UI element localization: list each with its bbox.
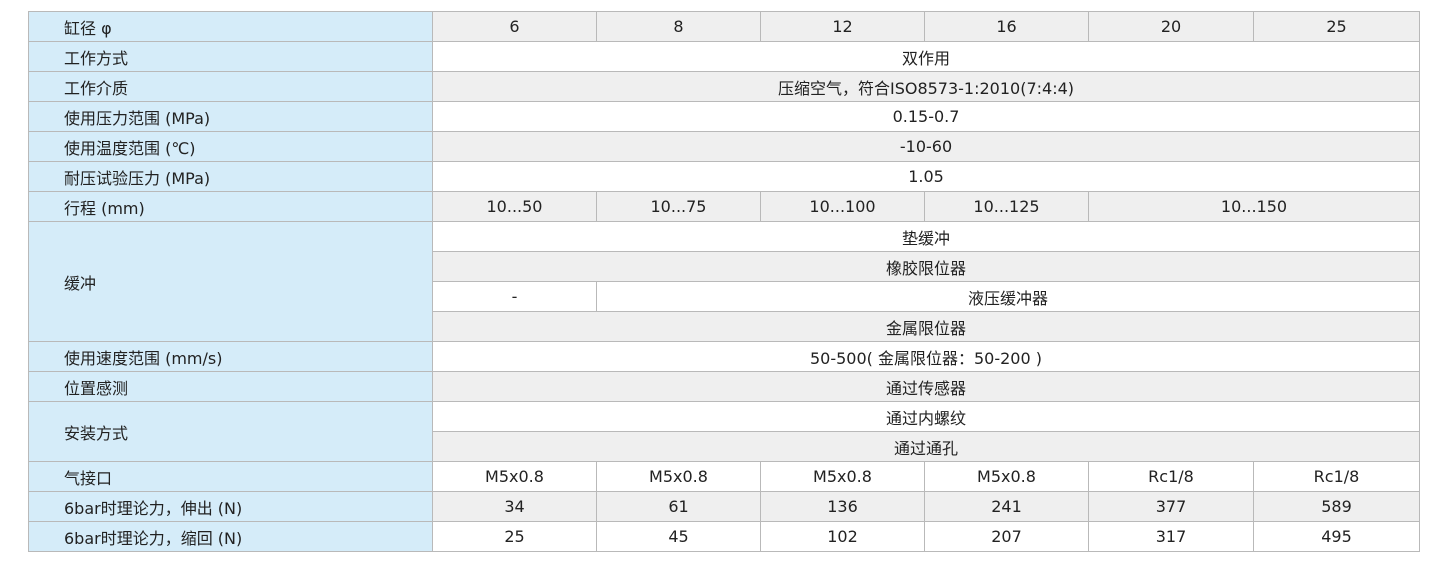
row-label: 使用速度范围 (mm/s) (28, 341, 433, 372)
cell: - (432, 281, 597, 312)
cell: 金属限位器 (432, 311, 1420, 342)
cell: 1.05 (432, 161, 1420, 192)
row-label: 安装方式 (28, 401, 433, 462)
cell: 50-500( 金属限位器：50-200 ) (432, 341, 1420, 372)
cell: -10-60 (432, 131, 1420, 162)
row-speed: 使用速度范围 (mm/s) 50-500( 金属限位器：50-200 ) (28, 341, 1420, 372)
cell: 液压缓冲器 (596, 281, 1420, 312)
row-label: 工作方式 (28, 41, 433, 72)
cell: 0.15-0.7 (432, 101, 1420, 132)
cell: 317 (1088, 521, 1254, 552)
cell: 45 (596, 521, 761, 552)
row-sensing: 位置感测 通过传感器 (28, 371, 1420, 402)
cell: 10...150 (1088, 191, 1420, 222)
cell: 通过内螺纹 (432, 401, 1420, 432)
row-label: 使用压力范围 (MPa) (28, 101, 433, 132)
row-cushion-4: 金属限位器 (29, 311, 1420, 342)
row-proof: 耐压试验压力 (MPa) 1.05 (28, 161, 1420, 192)
row-pressure: 使用压力范围 (MPa) 0.15-0.7 (28, 101, 1420, 132)
cell: Rc1/8 (1088, 461, 1254, 492)
cell: M5x0.8 (760, 461, 925, 492)
cell: 10...50 (432, 191, 597, 222)
row-label: 工作介质 (28, 71, 433, 102)
row-label: 缸径 φ (28, 11, 433, 42)
row-label: 缓冲 (28, 221, 433, 342)
row-label: 使用温度范围 (℃) (28, 131, 433, 162)
cell: 34 (432, 491, 597, 522)
row-label: 耐压试验压力 (MPa) (28, 161, 433, 192)
cell: 压缩空气，符合ISO8573-1:2010(7:4:4) (432, 71, 1420, 102)
row-bore: 缸径 φ 6 8 12 16 20 25 (28, 11, 1420, 42)
row-mode: 工作方式 双作用 (28, 41, 1420, 72)
cell: 橡胶限位器 (432, 251, 1420, 282)
cell: 589 (1253, 491, 1420, 522)
row-label: 6bar时理论力，缩回 (N) (28, 521, 433, 552)
cell: 通过通孔 (432, 431, 1420, 462)
cell: 6 (432, 11, 597, 42)
row-mounting-2: 通过通孔 (29, 431, 1420, 462)
row-force-out: 6bar时理论力，伸出 (N) 34 61 136 241 377 589 (28, 491, 1420, 522)
row-temp: 使用温度范围 (℃) -10-60 (28, 131, 1420, 162)
row-cushion-2: 橡胶限位器 (29, 251, 1420, 282)
cell: Rc1/8 (1253, 461, 1420, 492)
row-cushion-1: 缓冲 垫缓冲 (28, 221, 1420, 342)
row-label: 气接口 (28, 461, 433, 492)
row-label: 6bar时理论力，伸出 (N) (28, 491, 433, 522)
cell: 377 (1088, 491, 1254, 522)
cell: 495 (1253, 521, 1420, 552)
cell: M5x0.8 (924, 461, 1089, 492)
cell: 61 (596, 491, 761, 522)
cell: 241 (924, 491, 1089, 522)
cell: 102 (760, 521, 925, 552)
row-label: 位置感测 (28, 371, 433, 402)
cell: 207 (924, 521, 1089, 552)
cell: 16 (924, 11, 1089, 42)
cell: 10...125 (924, 191, 1089, 222)
row-mounting-1: 安装方式 通过内螺纹 (28, 401, 1420, 462)
row-cushion-3: - 液压缓冲器 (29, 281, 1420, 312)
cell: M5x0.8 (596, 461, 761, 492)
cell: 25 (1253, 11, 1420, 42)
row-medium: 工作介质 压缩空气，符合ISO8573-1:2010(7:4:4) (28, 71, 1420, 102)
cell: 通过传感器 (432, 371, 1420, 402)
cell: 136 (760, 491, 925, 522)
row-stroke: 行程 (mm) 10...50 10...75 10...100 10...12… (28, 191, 1420, 222)
row-force-in: 6bar时理论力，缩回 (N) 25 45 102 207 317 495 (28, 521, 1420, 552)
cell: 8 (596, 11, 761, 42)
cell: 25 (432, 521, 597, 552)
cell: 10...100 (760, 191, 925, 222)
row-label: 行程 (mm) (28, 191, 433, 222)
cell: 垫缓冲 (432, 221, 1420, 252)
cell: 10...75 (596, 191, 761, 222)
spec-table: 缸径 φ 6 8 12 16 20 25 工作方式 双作用 工作介质 压缩空气，符合… (28, 11, 1420, 552)
cell: 12 (760, 11, 925, 42)
cell: M5x0.8 (432, 461, 597, 492)
row-port: 气接口 M5x0.8 M5x0.8 M5x0.8 M5x0.8 Rc1/8 Rc… (28, 461, 1420, 492)
cell: 20 (1088, 11, 1254, 42)
cell: 双作用 (432, 41, 1420, 72)
